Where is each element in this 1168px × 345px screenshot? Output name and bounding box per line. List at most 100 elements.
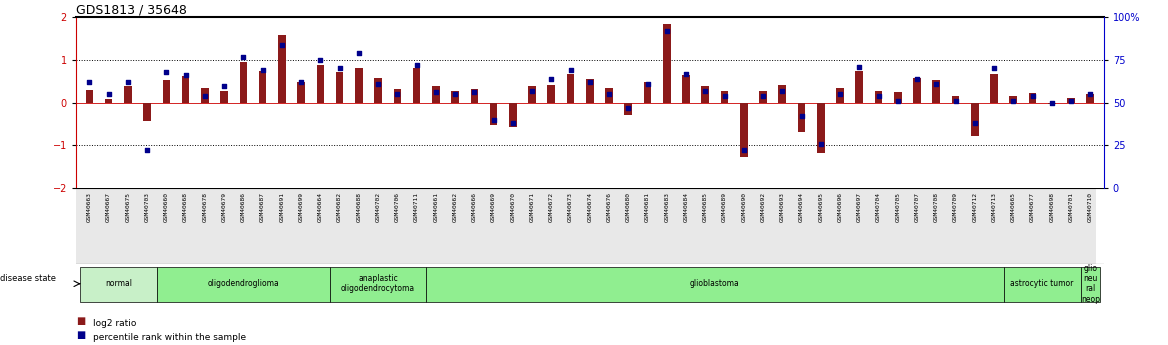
Text: GSM40702: GSM40702 <box>376 192 381 222</box>
Text: GSM40679: GSM40679 <box>222 192 227 222</box>
Bar <box>816 103 825 153</box>
Bar <box>566 73 575 103</box>
Point <box>1023 93 1042 99</box>
Point <box>869 93 888 99</box>
Bar <box>855 71 863 103</box>
Bar <box>759 91 767 103</box>
Text: GSM40699: GSM40699 <box>299 192 304 222</box>
Text: GSM40675: GSM40675 <box>125 192 131 222</box>
Text: oligodendroglioma: oligodendroglioma <box>208 279 279 288</box>
Text: glio
neu
ral
neop: glio neu ral neop <box>1080 264 1100 304</box>
Point <box>1080 91 1099 97</box>
Text: GSM40701: GSM40701 <box>1069 192 1073 222</box>
Point <box>118 79 137 85</box>
Bar <box>741 103 748 157</box>
Bar <box>663 24 670 103</box>
Bar <box>451 91 459 103</box>
Text: GSM40667: GSM40667 <box>106 192 111 222</box>
Point <box>619 105 638 110</box>
Text: GSM40668: GSM40668 <box>183 192 188 222</box>
Text: GSM40663: GSM40663 <box>86 192 92 222</box>
Text: GSM40696: GSM40696 <box>837 192 842 222</box>
Text: GSM40673: GSM40673 <box>568 192 573 222</box>
Point <box>830 91 849 97</box>
FancyBboxPatch shape <box>79 267 157 302</box>
Text: ■: ■ <box>76 316 85 326</box>
Text: astrocytic tumor: astrocytic tumor <box>1010 279 1073 288</box>
FancyBboxPatch shape <box>157 267 331 302</box>
Bar <box>162 80 171 103</box>
Point <box>1043 100 1062 106</box>
Text: GSM40669: GSM40669 <box>491 192 496 222</box>
Bar <box>586 79 593 103</box>
Point <box>658 28 676 34</box>
Point <box>966 120 985 126</box>
Point <box>889 98 908 104</box>
Bar <box>894 92 902 103</box>
Bar <box>952 96 959 103</box>
Text: percentile rank within the sample: percentile rank within the sample <box>93 333 246 342</box>
Point <box>580 79 599 85</box>
Point <box>426 90 445 95</box>
Bar <box>221 91 228 103</box>
Point <box>157 69 175 75</box>
Point <box>927 81 946 87</box>
Text: GSM40688: GSM40688 <box>356 192 361 222</box>
Text: GSM40709: GSM40709 <box>953 192 958 222</box>
Text: GSM40684: GSM40684 <box>683 192 689 222</box>
Point <box>81 79 99 85</box>
Text: GSM40690: GSM40690 <box>742 192 746 222</box>
Bar <box>374 78 382 103</box>
Point <box>446 91 465 97</box>
Text: GSM40697: GSM40697 <box>857 192 862 222</box>
Point <box>99 91 118 97</box>
Bar <box>778 85 786 103</box>
Bar <box>509 103 516 127</box>
Text: GSM40686: GSM40686 <box>241 192 246 222</box>
Bar <box>489 103 498 125</box>
Bar <box>528 86 536 103</box>
Text: GSM40671: GSM40671 <box>529 192 535 222</box>
Point <box>850 64 869 70</box>
Point <box>331 66 349 71</box>
Bar <box>182 76 189 103</box>
Text: GSM40694: GSM40694 <box>799 192 804 222</box>
Bar <box>124 86 132 103</box>
Bar <box>702 86 709 103</box>
Bar <box>625 103 632 115</box>
Point <box>195 93 214 99</box>
Point <box>503 120 522 126</box>
Bar <box>355 68 363 103</box>
Point <box>215 83 234 88</box>
Bar <box>971 103 979 136</box>
Text: GSM40664: GSM40664 <box>318 192 322 222</box>
Bar <box>394 89 402 103</box>
Point <box>523 88 542 93</box>
Point <box>715 93 734 99</box>
Point <box>908 76 926 81</box>
Bar <box>144 103 151 120</box>
Bar <box>278 35 286 103</box>
Point <box>465 90 484 95</box>
Text: GSM40693: GSM40693 <box>780 192 785 222</box>
Point <box>485 117 503 122</box>
Text: GSM40695: GSM40695 <box>819 192 823 222</box>
Bar <box>1086 94 1094 103</box>
Bar <box>990 73 997 103</box>
Text: GSM40677: GSM40677 <box>1030 192 1035 222</box>
Text: GDS1813 / 35648: GDS1813 / 35648 <box>76 3 187 16</box>
Text: GSM40685: GSM40685 <box>703 192 708 222</box>
Bar <box>335 72 343 103</box>
Point <box>638 81 656 87</box>
Point <box>542 76 561 81</box>
FancyBboxPatch shape <box>331 267 426 302</box>
Bar <box>798 103 806 132</box>
Text: normal: normal <box>105 279 132 288</box>
Text: GSM40711: GSM40711 <box>415 192 419 222</box>
Bar <box>1029 93 1036 103</box>
Bar <box>317 65 325 103</box>
Point <box>599 91 618 97</box>
Text: glioblastoma: glioblastoma <box>690 279 739 288</box>
Text: GSM40665: GSM40665 <box>1010 192 1016 222</box>
Point <box>1004 98 1023 104</box>
